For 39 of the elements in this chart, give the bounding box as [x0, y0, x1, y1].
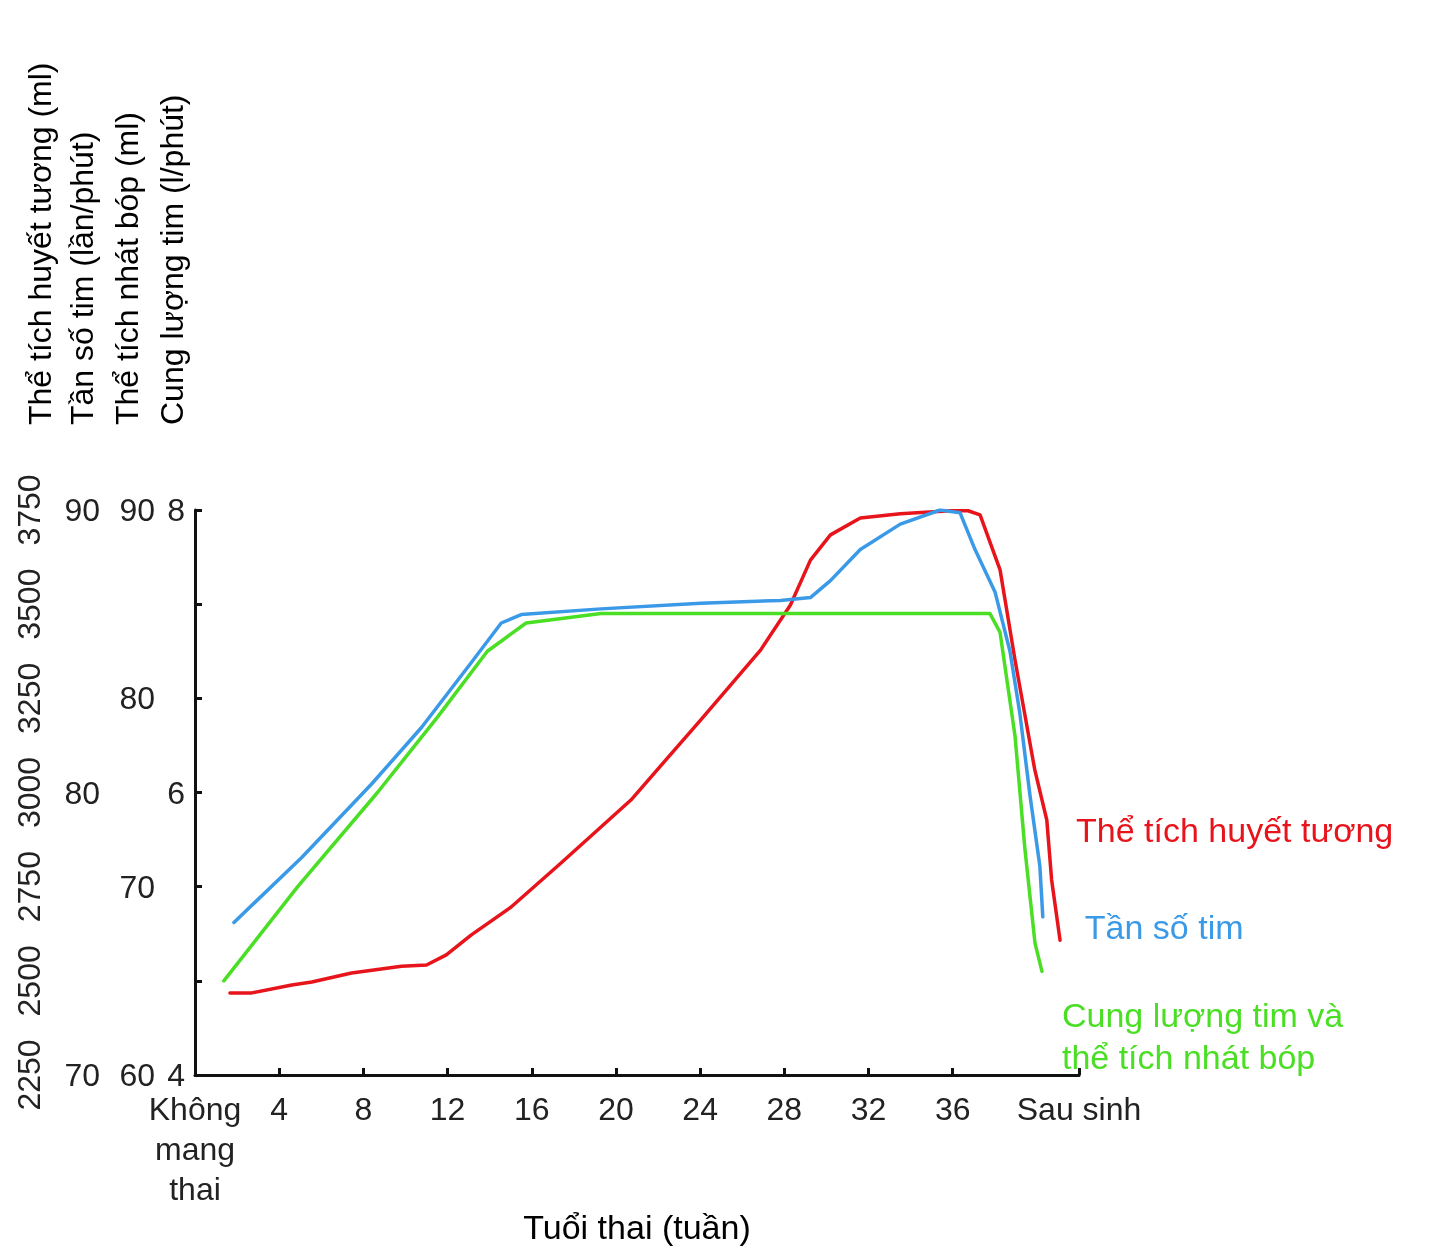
series-label: Tần số tim	[1084, 907, 1244, 946]
y3-tick-label: 70	[119, 868, 155, 905]
y2-tick-label: 80	[64, 774, 100, 811]
x-tick-label: 4	[270, 1091, 289, 1127]
y-tick-label: 2250	[11, 1039, 47, 1111]
line-series	[228, 509, 1062, 995]
y-tick-label: 2500	[11, 945, 47, 1017]
x-tick-label: 12	[429, 1091, 466, 1127]
y2-tick-label: 70	[64, 1057, 100, 1093]
text: Cung lượng tim (l/phút)	[154, 94, 190, 425]
y-tick-label: 3250	[11, 662, 47, 734]
y3-tick-label: 90	[119, 492, 155, 528]
y-tick-label: 3000	[11, 756, 47, 829]
x-tick-label: 24	[682, 1091, 718, 1127]
text: 4	[167, 1057, 185, 1093]
y-tick-label: 2750	[11, 851, 47, 923]
x-tick-label: 36	[934, 1091, 971, 1127]
y3-tick-label: 60	[119, 1057, 155, 1093]
x-tick-label: Không mang thai	[148, 1091, 242, 1207]
y3-axis-title: Thể tích nhát bóp (ml)	[109, 111, 145, 425]
series-label: Thể tích huyết tương	[1076, 811, 1394, 850]
text: 8	[167, 492, 185, 528]
x-axis-title: Tuổi thai (tuần)	[523, 1207, 751, 1246]
x-tick-label: 8	[354, 1091, 373, 1127]
x-tick-label: 32	[850, 1091, 887, 1127]
x-tick-label: Sau sinh	[1016, 1091, 1142, 1127]
line-series	[222, 611, 1044, 983]
x-tick-label: 20	[598, 1091, 634, 1127]
line-series	[232, 508, 1045, 925]
x-tick-label: 28	[766, 1091, 803, 1127]
x-tick-label: 16	[513, 1091, 550, 1127]
y-tick-label: 3500	[11, 568, 47, 640]
y-tick-label: 3750	[11, 474, 47, 546]
y3-tick-label: 80	[119, 680, 155, 717]
y2-tick-label: 90	[64, 492, 100, 528]
text: 6	[167, 774, 185, 811]
y2-axis-title: Tần số tim (lần/phút)	[64, 131, 100, 425]
y-axis-title: Thể tích huyết tương (ml)	[22, 62, 58, 425]
series-label: Cung lượng tim và thể tích nhát bóp	[1061, 996, 1344, 1077]
